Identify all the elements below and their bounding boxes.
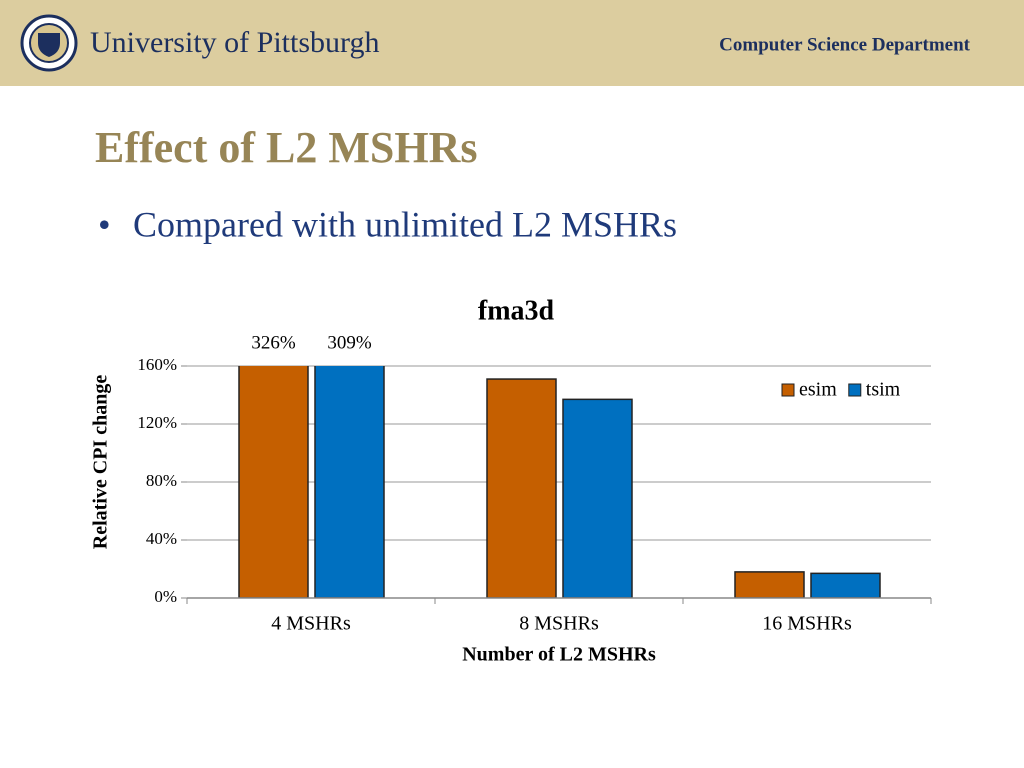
plot-area <box>238 366 881 598</box>
bar <box>810 572 881 598</box>
slide-title: Effect of L2 MSHRs <box>95 123 478 172</box>
bullet-text: Compared with unlimited L2 MSHRs <box>133 204 677 244</box>
legend-swatch <box>781 383 795 397</box>
legend-label: tsim <box>866 379 901 401</box>
x-tick-label: 4 MSHRs <box>271 613 351 635</box>
x-tick-label: 8 MSHRs <box>519 613 599 635</box>
legend-swatch <box>848 383 862 397</box>
bar <box>562 398 633 598</box>
logo <box>20 14 78 72</box>
data-label: 326% <box>251 332 296 353</box>
bar <box>486 378 557 598</box>
y-tick-label: 80% <box>146 471 177 490</box>
y-tick-label: 160% <box>137 355 177 374</box>
university-name: University of Pittsburgh <box>90 26 379 59</box>
x-axis-label: Number of L2 MSHRs <box>462 644 656 666</box>
y-tick-label: 40% <box>146 529 177 548</box>
y-axis-label: Relative CPI change <box>90 375 112 550</box>
legend-label: esim <box>799 379 837 401</box>
bar <box>238 366 309 598</box>
bar <box>734 571 805 598</box>
x-tick-label: 16 MSHRs <box>762 613 852 635</box>
bullet-dot: • <box>98 204 111 244</box>
department: Computer Science Department <box>719 34 970 55</box>
data-label: 309% <box>327 332 372 353</box>
header-band <box>0 0 1024 86</box>
chart-title: fma3d <box>478 295 555 326</box>
y-tick-label: 120% <box>137 413 177 432</box>
y-tick-label: 0% <box>154 587 177 606</box>
